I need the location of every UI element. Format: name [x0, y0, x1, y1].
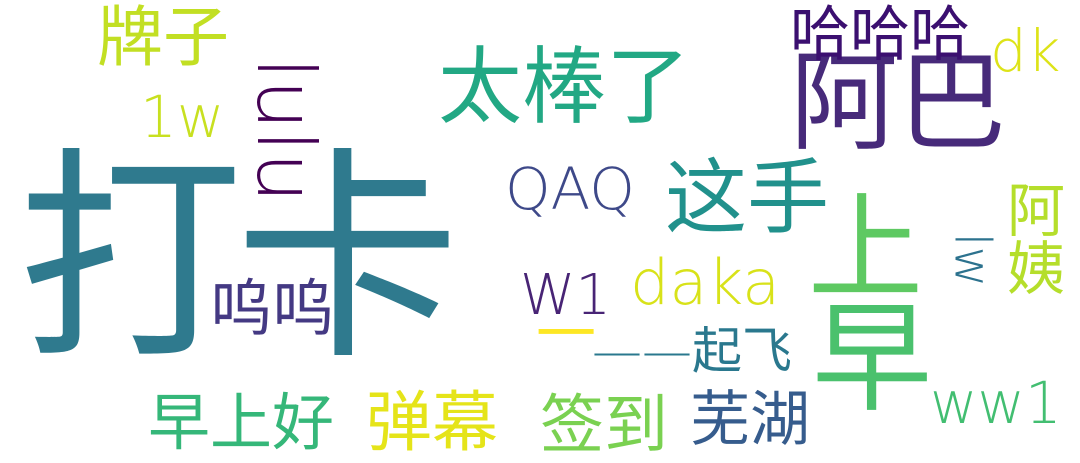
- word-daka: daka: [630, 246, 781, 319]
- word-hahaha: 哈哈哈: [790, 0, 970, 70]
- word-zao: 早: [812, 290, 932, 429]
- word-1w: 1w: [140, 83, 225, 151]
- word-danmu: 弹幕: [366, 384, 498, 461]
- word-lw: lw: [943, 232, 1002, 288]
- word-aba: 阿巴: [790, 41, 1007, 166]
- word-yi: 一: [536, 300, 596, 370]
- word-qiandao: 签到: [540, 389, 668, 463]
- word-daka-cn: 打卡: [18, 129, 460, 391]
- word-zaoshanghao: 早上好: [148, 386, 335, 459]
- word-paizi: 牌子: [97, 0, 229, 76]
- word-w1: W1: [520, 263, 611, 328]
- word-zheshou: 这手: [665, 151, 830, 246]
- word-shang: 上: [808, 182, 924, 316]
- word-qifei: ——起飞: [592, 322, 792, 380]
- word-dk: dk: [990, 17, 1061, 85]
- word-wuwu: 呜呜: [210, 272, 335, 345]
- word-ww1: ww1: [930, 369, 1062, 437]
- word-wuhu: 芜湖: [690, 385, 810, 455]
- word-taibangle: 太棒了: [438, 38, 691, 136]
- word-ayi: 阿姨: [997, 180, 1065, 296]
- word-qaq: QAQ: [505, 155, 635, 223]
- word-lulu: lulu: [238, 57, 332, 203]
